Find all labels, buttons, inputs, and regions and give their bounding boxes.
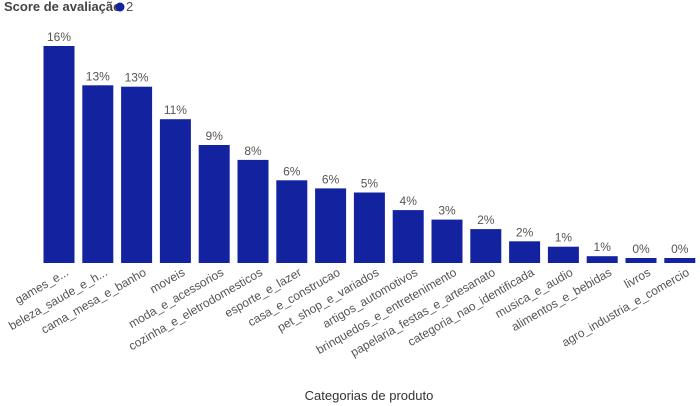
data-label: 5% (361, 177, 379, 191)
data-label: 0% (671, 242, 689, 256)
bar-livros[interactable] (625, 258, 657, 263)
bar-musica_e_audio[interactable] (547, 246, 579, 263)
data-label: 6% (322, 172, 340, 186)
data-label: 8% (244, 144, 262, 158)
data-label: 2% (477, 213, 495, 227)
bar-alimentos_e_bebidas[interactable] (586, 256, 618, 263)
bar-games_e...[interactable] (43, 46, 75, 263)
x-tick-labels-group: games_e...beleza_saude_e_h...cama_mesa_e… (6, 265, 692, 360)
bar-pet_shop_e_variados[interactable] (353, 192, 385, 264)
data-label: 11% (164, 103, 187, 117)
bar-casa_e_construcao[interactable] (315, 188, 347, 263)
data-label: 13% (125, 71, 149, 85)
data-label: 4% (400, 194, 418, 208)
data-label: 16% (47, 30, 71, 44)
bar-esporte_e_lazer[interactable] (276, 180, 308, 263)
data-label: 1% (555, 231, 573, 245)
bar-categoria_nao_identificada[interactable] (509, 241, 541, 263)
data-label: 3% (438, 204, 456, 218)
bar-moda_e_acessorios[interactable] (198, 145, 230, 263)
bar-beleza_saude_e_h...[interactable] (82, 85, 114, 263)
legend-marker-icon (115, 2, 125, 12)
legend: Score de avaliação 2 (4, 0, 133, 14)
bar-papelaria_festas_e_artesanato[interactable] (470, 229, 502, 263)
bar-brinquedos_e_entretenimento[interactable] (431, 219, 463, 263)
data-label: 2% (516, 225, 534, 239)
bar-cozinha_e_eletrodomesticos[interactable] (237, 159, 269, 263)
legend-title: Score de avaliação (4, 0, 121, 14)
data-labels-group: 16% 13% 13% 11% 9% 8% 6% 6% 5% 4% 3% 2% 2% 1% 1% 0% 0% (47, 30, 689, 256)
bar-cama_mesa_e_banho[interactable] (121, 86, 153, 263)
bars-group (43, 46, 696, 264)
bar-artigos_automotivos[interactable] (392, 210, 424, 263)
data-label: 13% (86, 69, 110, 83)
legend-entry-label[interactable]: 2 (126, 0, 133, 14)
bar-moveis[interactable] (159, 119, 191, 263)
bar-agro_industria_e_comercio[interactable] (664, 258, 696, 263)
data-label: 9% (206, 129, 224, 143)
x-axis-title: Categorias de produto (305, 388, 434, 403)
data-label: 0% (632, 242, 650, 256)
data-label: 1% (594, 240, 612, 254)
data-label: 6% (283, 164, 301, 178)
